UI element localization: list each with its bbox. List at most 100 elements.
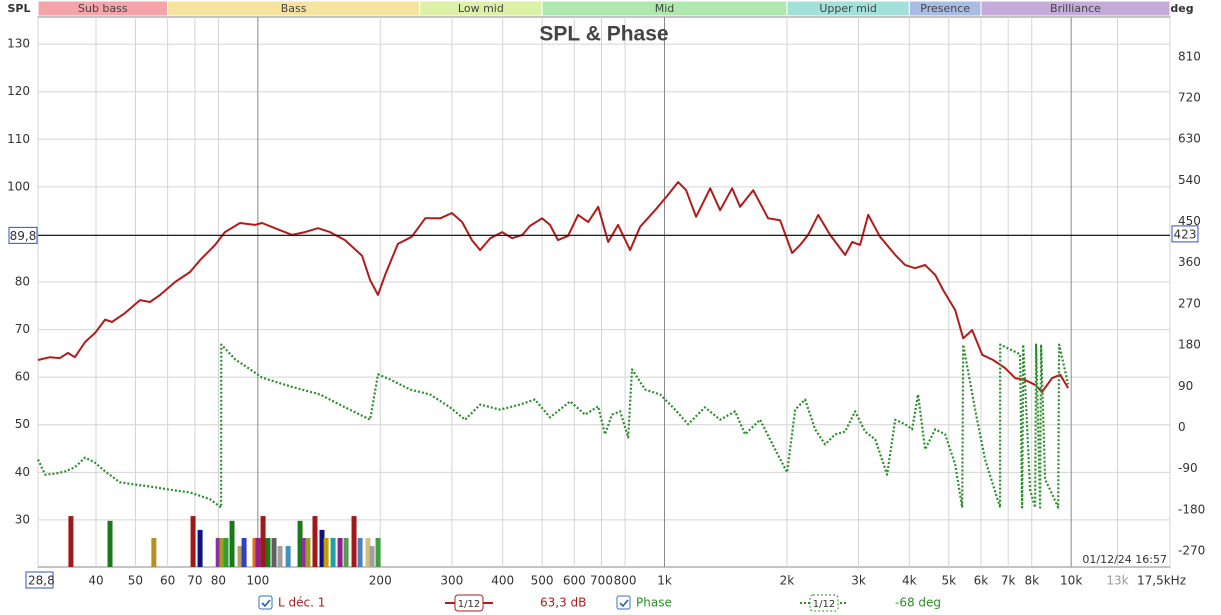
timestamp: 01/12/24 16:57 bbox=[1082, 553, 1167, 566]
legend-readout: -68 deg bbox=[895, 596, 941, 610]
mode-marker bbox=[223, 537, 229, 567]
y2-tick-label: 270 bbox=[1178, 296, 1201, 310]
mode-marker bbox=[260, 516, 266, 567]
series-line bbox=[37, 181, 1070, 393]
band-label: Sub bass bbox=[78, 2, 128, 15]
mode-marker bbox=[237, 546, 243, 567]
mode-marker bbox=[255, 537, 261, 567]
y-tick-label: 70 bbox=[15, 322, 30, 336]
x-tick-label: 3k bbox=[851, 574, 866, 588]
x-tick-label: 400 bbox=[491, 574, 514, 588]
x-tick-label: 500 bbox=[531, 574, 554, 588]
mode-marker bbox=[219, 537, 225, 567]
x-edge-box bbox=[25, 571, 54, 589]
legend-check bbox=[261, 599, 271, 608]
x-tick-label: 800 bbox=[614, 574, 637, 588]
mode-marker bbox=[68, 516, 74, 567]
mode-marker bbox=[330, 537, 336, 567]
mode-marker bbox=[357, 537, 363, 567]
x-tick-label: 50 bbox=[128, 574, 143, 588]
y-tick-label: 30 bbox=[15, 512, 30, 526]
legend-smoothing-box[interactable] bbox=[454, 594, 484, 612]
x-tick-label: 1k bbox=[657, 574, 672, 588]
x-tick-label: 4k bbox=[902, 574, 917, 588]
y2-tick-label: -180 bbox=[1178, 502, 1205, 516]
band-label: Upper mid bbox=[819, 2, 877, 15]
mode-marker bbox=[252, 537, 258, 567]
mode-marker bbox=[375, 537, 381, 567]
mode-marker bbox=[229, 520, 235, 567]
band-label: Low mid bbox=[458, 2, 504, 15]
x-tick-label: 60 bbox=[160, 574, 175, 588]
y2-tick-label: -90 bbox=[1178, 461, 1198, 475]
x-tick-label: 40 bbox=[88, 574, 103, 588]
legend-readout: 63,3 dB bbox=[540, 596, 586, 610]
x-tick-label: 13k bbox=[1106, 574, 1128, 588]
y-tick-label: 80 bbox=[15, 275, 30, 289]
mode-marker bbox=[277, 546, 283, 567]
legend-checkbox[interactable] bbox=[616, 595, 631, 610]
x-tick-label: 8k bbox=[1024, 574, 1039, 588]
y2-tick-label: 810 bbox=[1178, 49, 1201, 63]
mode-marker bbox=[337, 537, 343, 567]
y2-tick-label: -270 bbox=[1178, 543, 1205, 557]
band-label: Mid bbox=[655, 2, 675, 15]
y-tick-label: 50 bbox=[15, 417, 30, 431]
y-tick-label: 110 bbox=[7, 132, 30, 146]
mode-marker bbox=[271, 537, 277, 567]
band bbox=[980, 0, 1171, 17]
x-tick-label: 6k bbox=[974, 574, 989, 588]
band-label: Presence bbox=[920, 2, 970, 15]
mode-marker bbox=[215, 537, 221, 567]
mode-marker bbox=[305, 537, 311, 567]
y-tick-label: 60 bbox=[15, 370, 30, 384]
band-label: Bass bbox=[281, 2, 307, 15]
mode-marker bbox=[151, 537, 157, 567]
y2-tick-label: 450 bbox=[1178, 214, 1201, 228]
mode-marker bbox=[319, 529, 325, 567]
y-axis-title: SPL bbox=[8, 2, 31, 15]
mode-marker bbox=[365, 537, 371, 567]
mode-marker bbox=[343, 537, 349, 567]
legend-checkbox[interactable] bbox=[258, 595, 273, 610]
mode-marker bbox=[241, 537, 247, 567]
y-tick-label: 130 bbox=[7, 37, 30, 51]
mode-marker bbox=[190, 516, 196, 567]
x-tick-label: 300 bbox=[440, 574, 463, 588]
x-tick-label: 2k bbox=[780, 574, 795, 588]
mode-marker bbox=[285, 546, 291, 567]
mode-marker bbox=[323, 537, 329, 567]
y-tick-label: 40 bbox=[15, 465, 30, 479]
mode-marker bbox=[312, 516, 318, 567]
band-label: Brilliance bbox=[1050, 2, 1101, 15]
y2-tick-label: 720 bbox=[1178, 90, 1201, 104]
x-tick-label: 5k bbox=[941, 574, 956, 588]
cursor-box bbox=[8, 226, 38, 244]
x-tick-label: 17,5kHz bbox=[1137, 574, 1186, 588]
y2-tick-label: 180 bbox=[1178, 338, 1201, 352]
cursor-label: 89,8 bbox=[10, 229, 37, 243]
series-line bbox=[37, 343, 1070, 509]
x-tick-label: 600 bbox=[563, 574, 586, 588]
legend-smoothing: 1/12 bbox=[813, 599, 835, 610]
mode-marker bbox=[265, 537, 271, 567]
x-tick-label: 10k bbox=[1060, 574, 1082, 588]
y2-tick-label: 0 bbox=[1178, 420, 1186, 434]
mode-marker bbox=[301, 537, 307, 567]
y2-tick-label: 360 bbox=[1178, 255, 1201, 269]
legend-smoothing: 1/12 bbox=[458, 599, 480, 610]
x-tick-label: 700 bbox=[590, 574, 613, 588]
legend-smoothing-box[interactable] bbox=[809, 594, 839, 612]
x-tick-label: 200 bbox=[369, 574, 392, 588]
legend-name: L déc. 1 bbox=[278, 596, 325, 610]
y2-tick-label: 90 bbox=[1178, 379, 1193, 393]
chart-title: SPL & Phase bbox=[539, 23, 668, 46]
cursor-box bbox=[1171, 225, 1199, 243]
y-tick-label: 100 bbox=[7, 179, 30, 193]
mode-marker bbox=[297, 520, 303, 567]
y2-tick-label: 540 bbox=[1178, 173, 1201, 187]
mode-marker bbox=[369, 546, 375, 567]
x-tick-label: 100 bbox=[246, 574, 269, 588]
y2-axis-title: deg bbox=[1170, 2, 1193, 15]
